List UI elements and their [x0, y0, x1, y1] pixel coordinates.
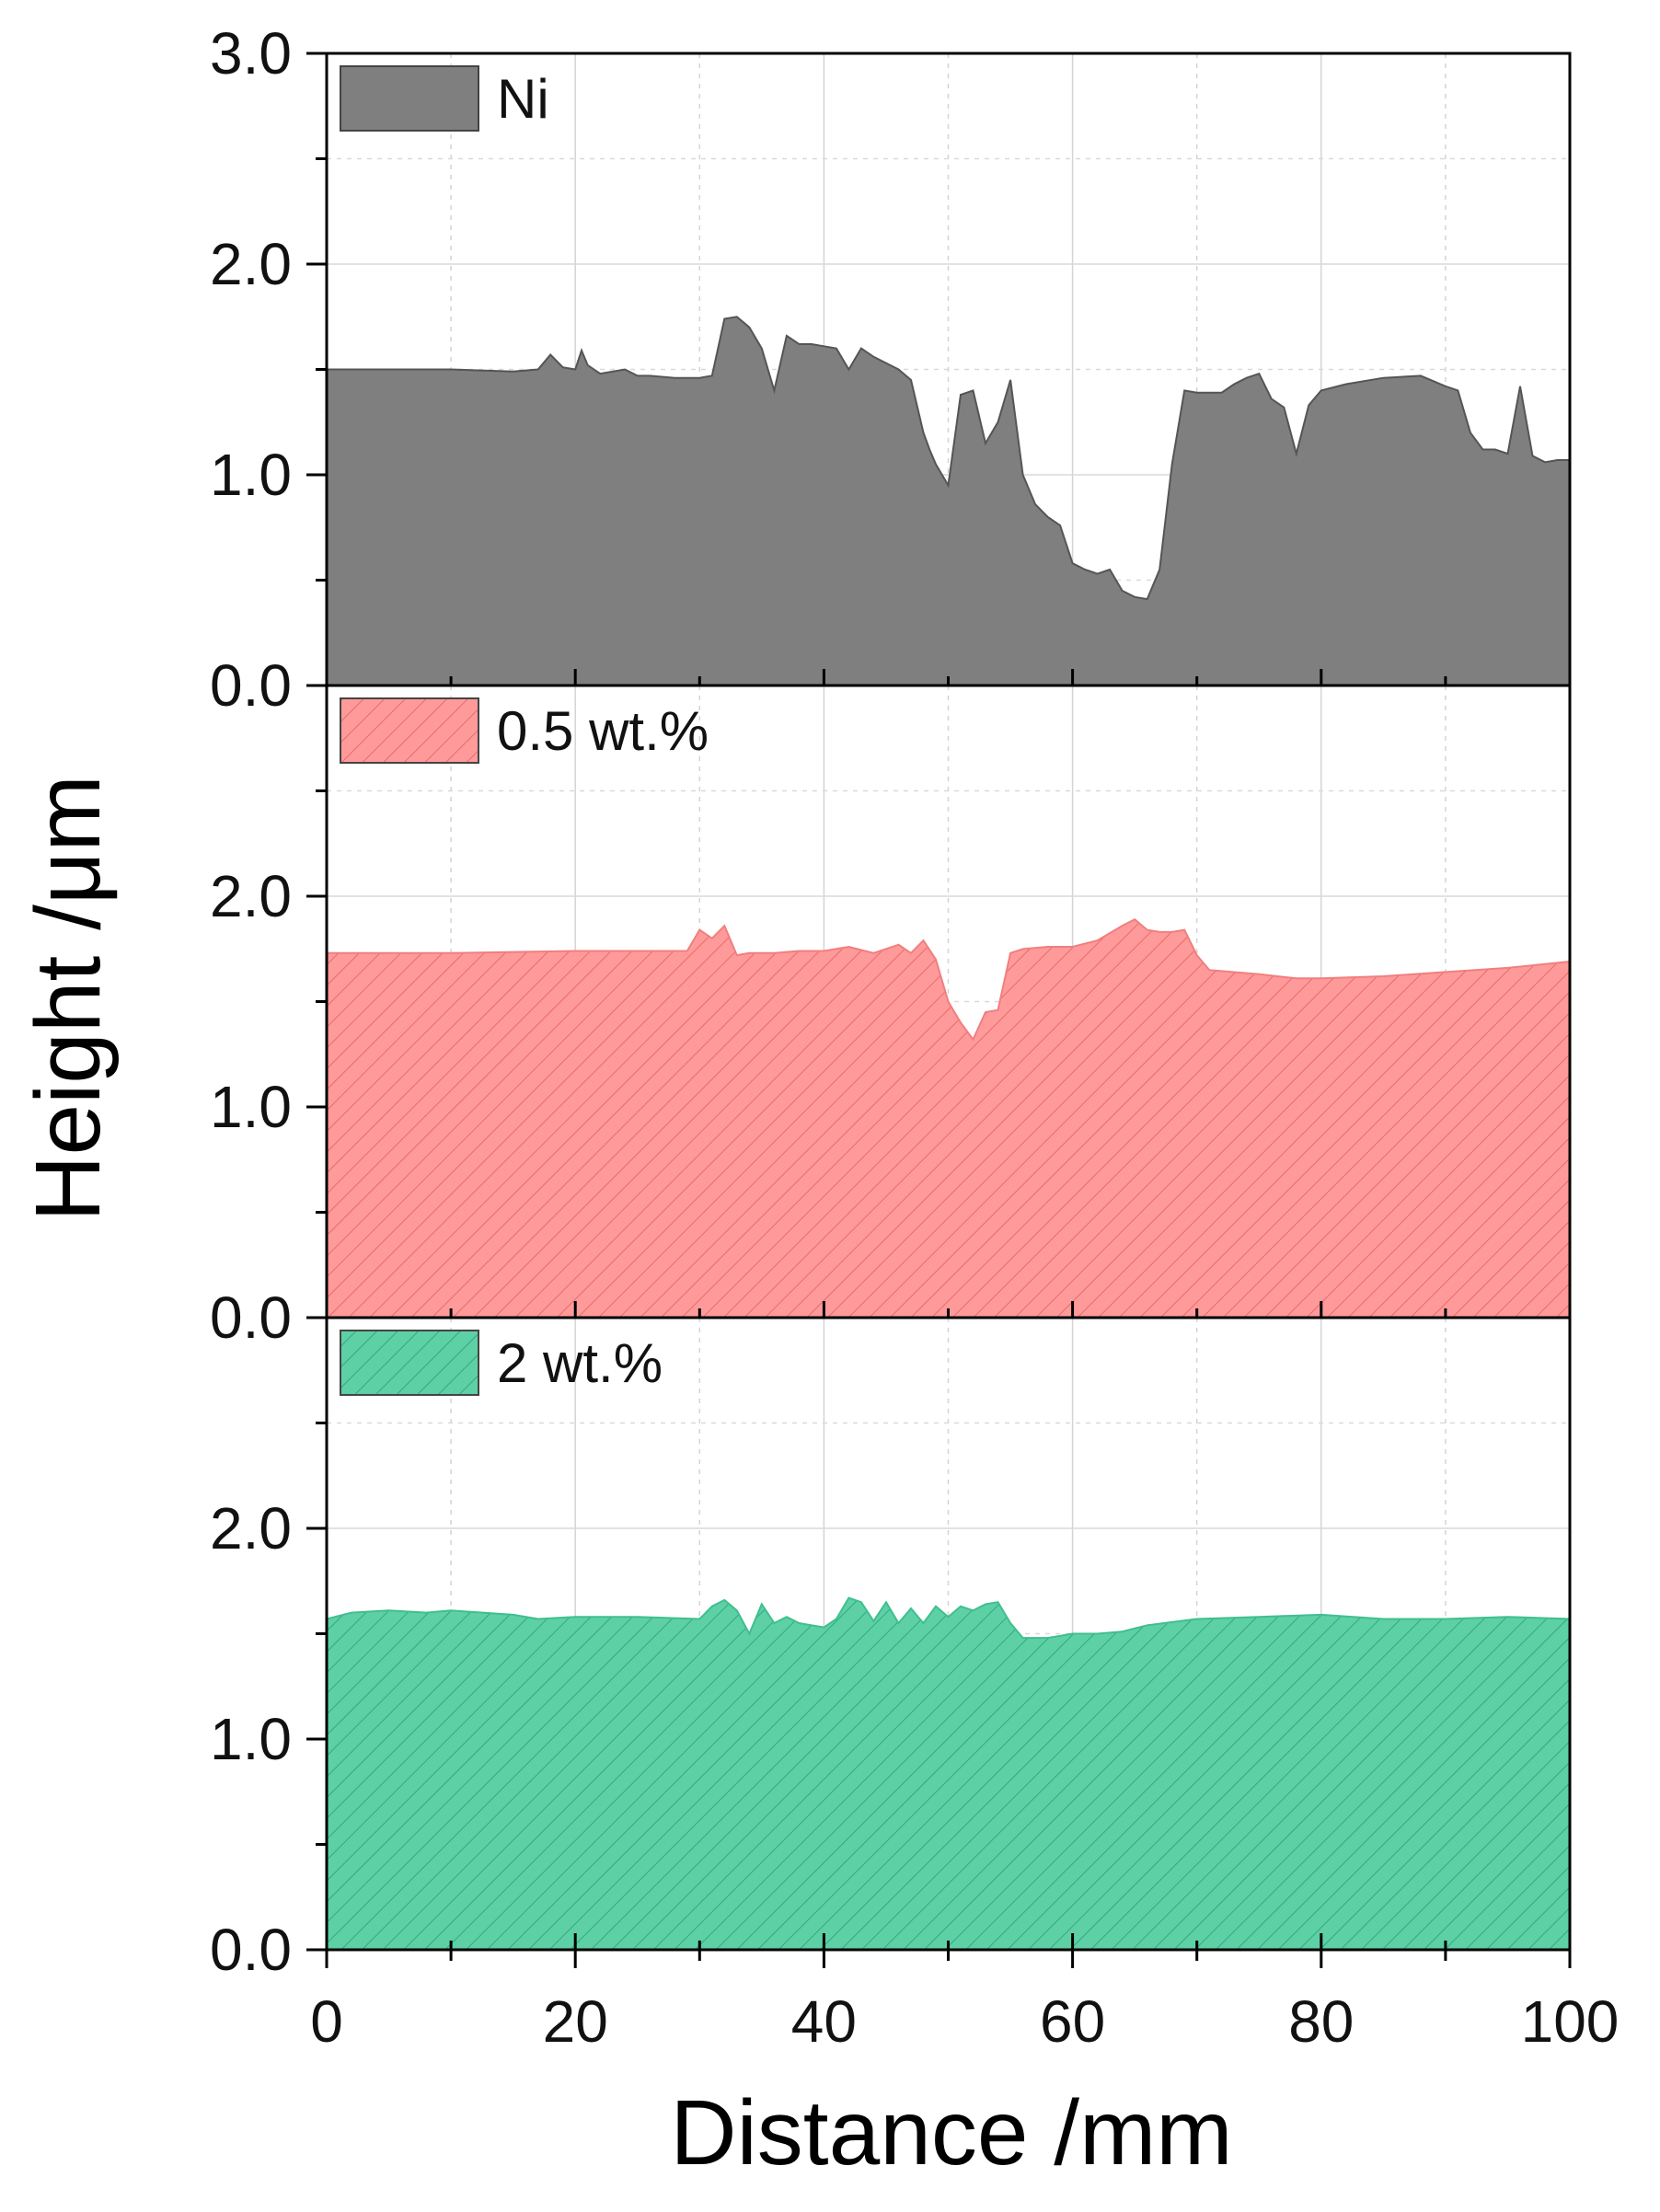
panel-3: 0.0 1.0 2.0 2 wt.% — [210, 1316, 1572, 1983]
y-tick-label: 2.0 — [210, 863, 292, 929]
legend-label: Ni — [497, 68, 549, 130]
y-tick-label: 1.0 — [210, 442, 292, 508]
x-tick-label: 40 — [791, 1988, 857, 2055]
legend-swatch — [340, 1330, 479, 1396]
y-tick-label: 2.0 — [210, 231, 292, 297]
x-tick-label: 20 — [543, 1988, 608, 2055]
x-axis-title: Distance /mm — [670, 2081, 1232, 2184]
y-tick-label: 0.0 — [210, 652, 292, 719]
plot-panels: 0.0 1.0 2.0 3.0 Ni 0.0 1.0 2.0 0.5 wt.% 0.0 1.0 2.0… — [210, 20, 1619, 2055]
series-area-1 — [326, 316, 1571, 686]
y-tick-label: 3.0 — [210, 20, 292, 86]
y-tick-label: 0.0 — [210, 1917, 292, 1983]
x-tick-label: 80 — [1288, 1988, 1354, 2055]
series-area-2 — [326, 918, 1571, 1319]
panel-1: 0.0 1.0 2.0 3.0 Ni — [210, 20, 1572, 719]
y-axis-title: Height /μm — [17, 775, 120, 1222]
legend-swatch — [340, 697, 479, 764]
legend-swatch — [340, 65, 479, 132]
x-tick-label: 0 — [310, 1988, 343, 2055]
y-tick-label: 1.0 — [210, 1706, 292, 1772]
series-area-3 — [326, 1596, 1571, 1951]
x-tick-label: 100 — [1521, 1988, 1620, 2055]
y-tick-label: 2.0 — [210, 1495, 292, 1561]
x-tick-label: 60 — [1040, 1988, 1105, 2055]
legend-label: 2 wt.% — [497, 1332, 663, 1394]
panel-2: 0.0 1.0 2.0 0.5 wt.% — [210, 684, 1572, 1351]
y-tick-label: 0.0 — [210, 1285, 292, 1351]
legend-label: 0.5 wt.% — [497, 700, 709, 762]
y-tick-label: 1.0 — [210, 1074, 292, 1140]
